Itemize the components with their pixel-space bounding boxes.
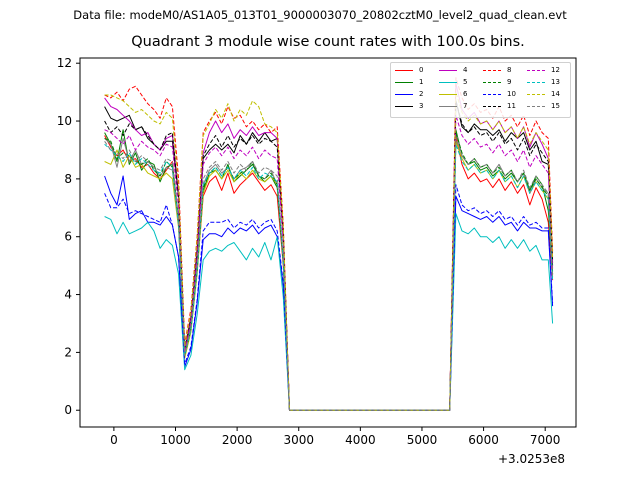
legend-label: 3	[419, 102, 424, 110]
legend-label: 10	[507, 90, 516, 98]
legend-swatch	[483, 106, 501, 107]
legend-label: 2	[419, 90, 424, 98]
legend-label: 1	[419, 78, 424, 86]
legend-label: 0	[419, 66, 424, 74]
legend-label: 9	[507, 78, 512, 86]
legend-label: 11	[507, 102, 516, 110]
legend-swatch	[527, 82, 545, 83]
y-tick-label: 8	[64, 172, 72, 186]
series-line-4	[104, 82, 554, 411]
y-tick-label: 2	[64, 345, 72, 359]
y-tick-label: 12	[57, 56, 72, 70]
legend-label: 14	[551, 90, 560, 98]
figure-suptitle: Data file: modeM0/AS1A05_013T01_90000030…	[73, 8, 567, 22]
legend-swatch	[527, 106, 545, 107]
legend-label: 15	[551, 102, 560, 110]
x-axis-offset-label: +3.0253e8	[498, 452, 566, 466]
legend-label: 8	[507, 66, 512, 74]
series-line-10	[104, 184, 554, 411]
y-tick-label: 4	[64, 288, 72, 302]
x-tick-label: 3000	[283, 433, 314, 447]
series-line-14	[104, 91, 554, 411]
y-tick-label: 0	[64, 403, 72, 417]
y-tick-label: 6	[64, 230, 72, 244]
legend-swatch	[439, 82, 457, 83]
series-line-13	[104, 143, 554, 411]
legend-swatch	[439, 106, 457, 107]
chart-title: Quadrant 3 module wise count rates with …	[131, 34, 525, 50]
series-line-9	[104, 132, 554, 411]
x-tick-label: 0	[110, 433, 118, 447]
legend-swatch	[483, 94, 501, 95]
series-line-11	[104, 100, 554, 411]
series-layer	[104, 77, 554, 411]
y-axis: 0 2 4 6 8 10 12	[57, 56, 80, 417]
series-line-0	[104, 135, 554, 411]
chart-legend: 0 1 2 3 4 5 6 7 8 9 10 11 12 13 14 15	[390, 62, 571, 118]
y-tick-label: 10	[57, 114, 72, 128]
x-tick-label: 7000	[530, 433, 561, 447]
series-line-7	[104, 132, 554, 411]
legend-swatch	[439, 94, 457, 95]
series-line-15	[104, 137, 554, 411]
legend-swatch	[527, 70, 545, 71]
legend-swatch	[483, 82, 501, 83]
legend-swatch	[395, 82, 413, 83]
legend-label: 12	[551, 66, 560, 74]
series-line-1	[104, 129, 554, 411]
axes-frame	[79, 57, 577, 428]
series-line-12	[104, 114, 554, 411]
x-tick-label: 6000	[468, 433, 499, 447]
x-tick-label: 2000	[222, 433, 253, 447]
legend-label: 6	[463, 90, 468, 98]
x-tick-label: 1000	[160, 433, 191, 447]
legend-swatch	[483, 70, 501, 71]
x-tick-label: 4000	[345, 433, 376, 447]
legend-swatch	[395, 70, 413, 71]
legend-swatch	[439, 70, 457, 71]
legend-label: 7	[463, 102, 468, 110]
series-line-2	[104, 175, 554, 411]
legend-swatch	[395, 94, 413, 95]
legend-label: 5	[463, 78, 468, 86]
legend-label: 4	[463, 66, 468, 74]
legend-label: 13	[551, 78, 560, 86]
legend-swatch	[527, 94, 545, 95]
series-line-8	[104, 77, 554, 411]
x-axis: 0 1000 2000 3000 4000 5000 6000 7000	[110, 427, 560, 447]
series-line-6	[104, 140, 554, 411]
series-line-5	[104, 213, 554, 411]
x-tick-label: 5000	[407, 433, 438, 447]
legend-swatch	[395, 106, 413, 107]
